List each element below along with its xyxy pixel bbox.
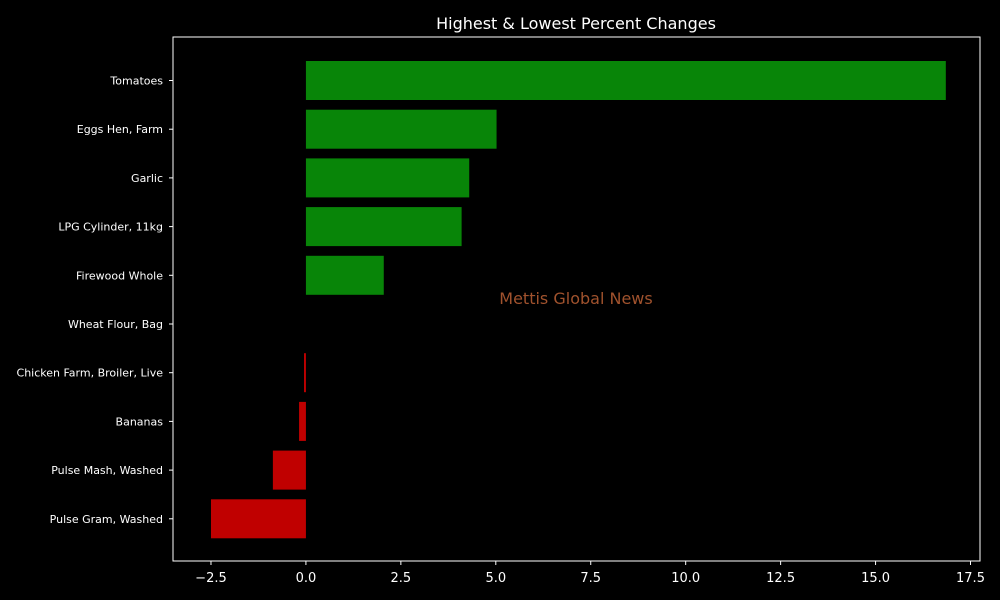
bar <box>210 499 306 539</box>
watermark: Mettis Global News <box>499 289 652 308</box>
x-tick-label: 5.0 <box>485 571 506 586</box>
x-tick-label: 12.5 <box>766 571 795 586</box>
bar <box>305 109 497 149</box>
x-tick-label: 2.5 <box>391 571 412 586</box>
bar <box>305 255 384 295</box>
bars-layer <box>210 61 946 539</box>
bar <box>304 353 306 393</box>
x-tick-label: 7.5 <box>580 571 601 586</box>
y-tick-label: Pulse Mash, Washed <box>51 464 163 477</box>
x-tick-label: 0.0 <box>296 571 317 586</box>
y-tick-label: LPG Cylinder, 11kg <box>58 221 163 234</box>
bar <box>305 207 462 247</box>
x-tick-label: 17.5 <box>956 571 985 586</box>
y-tick-label: Wheat Flour, Bag <box>68 318 163 331</box>
y-tick-label: Chicken Farm, Broiler, Live <box>17 367 164 380</box>
bar <box>305 158 470 198</box>
y-tick-label: Bananas <box>116 415 164 428</box>
x-axis-ticks: −2.5 0.0 2.5 5.0 7.5 10.0 12.5 15.0 17.5 <box>195 561 985 586</box>
y-tick-label: Garlic <box>131 172 163 185</box>
x-tick-label: −2.5 <box>195 571 227 586</box>
bar <box>299 401 306 441</box>
y-tick-label: Eggs Hen, Farm <box>77 123 163 136</box>
plot-frame <box>172 36 981 562</box>
bar <box>272 450 306 490</box>
x-tick-label: 10.0 <box>671 571 700 586</box>
y-tick-label: Firewood Whole <box>76 269 163 282</box>
y-axis-ticks: Tomatoes Eggs Hen, Farm Garlic LPG Cylinder… <box>17 75 173 526</box>
chart-title: Highest & Lowest Percent Changes <box>436 14 716 33</box>
y-tick-label: Pulse Gram, Washed <box>50 513 163 526</box>
y-tick-label: Tomatoes <box>109 75 163 88</box>
bar <box>305 61 946 100</box>
x-tick-label: 15.0 <box>861 571 890 586</box>
